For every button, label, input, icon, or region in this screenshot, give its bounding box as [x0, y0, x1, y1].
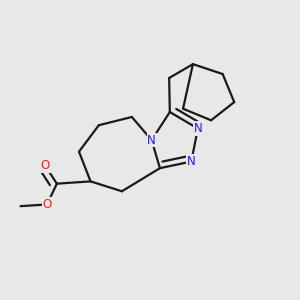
Text: O: O	[41, 159, 50, 172]
Text: N: N	[147, 134, 156, 147]
Text: O: O	[42, 198, 52, 211]
Text: N: N	[187, 155, 196, 168]
Text: N: N	[194, 122, 202, 135]
